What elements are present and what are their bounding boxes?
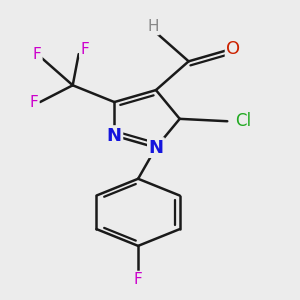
Text: H: H: [147, 19, 159, 34]
Text: N: N: [148, 139, 164, 157]
Text: F: F: [80, 42, 89, 57]
Text: F: F: [30, 94, 38, 110]
Text: F: F: [134, 272, 142, 287]
Text: F: F: [33, 46, 41, 62]
Text: N: N: [107, 127, 122, 145]
Text: O: O: [226, 40, 240, 58]
Text: Cl: Cl: [236, 112, 252, 130]
